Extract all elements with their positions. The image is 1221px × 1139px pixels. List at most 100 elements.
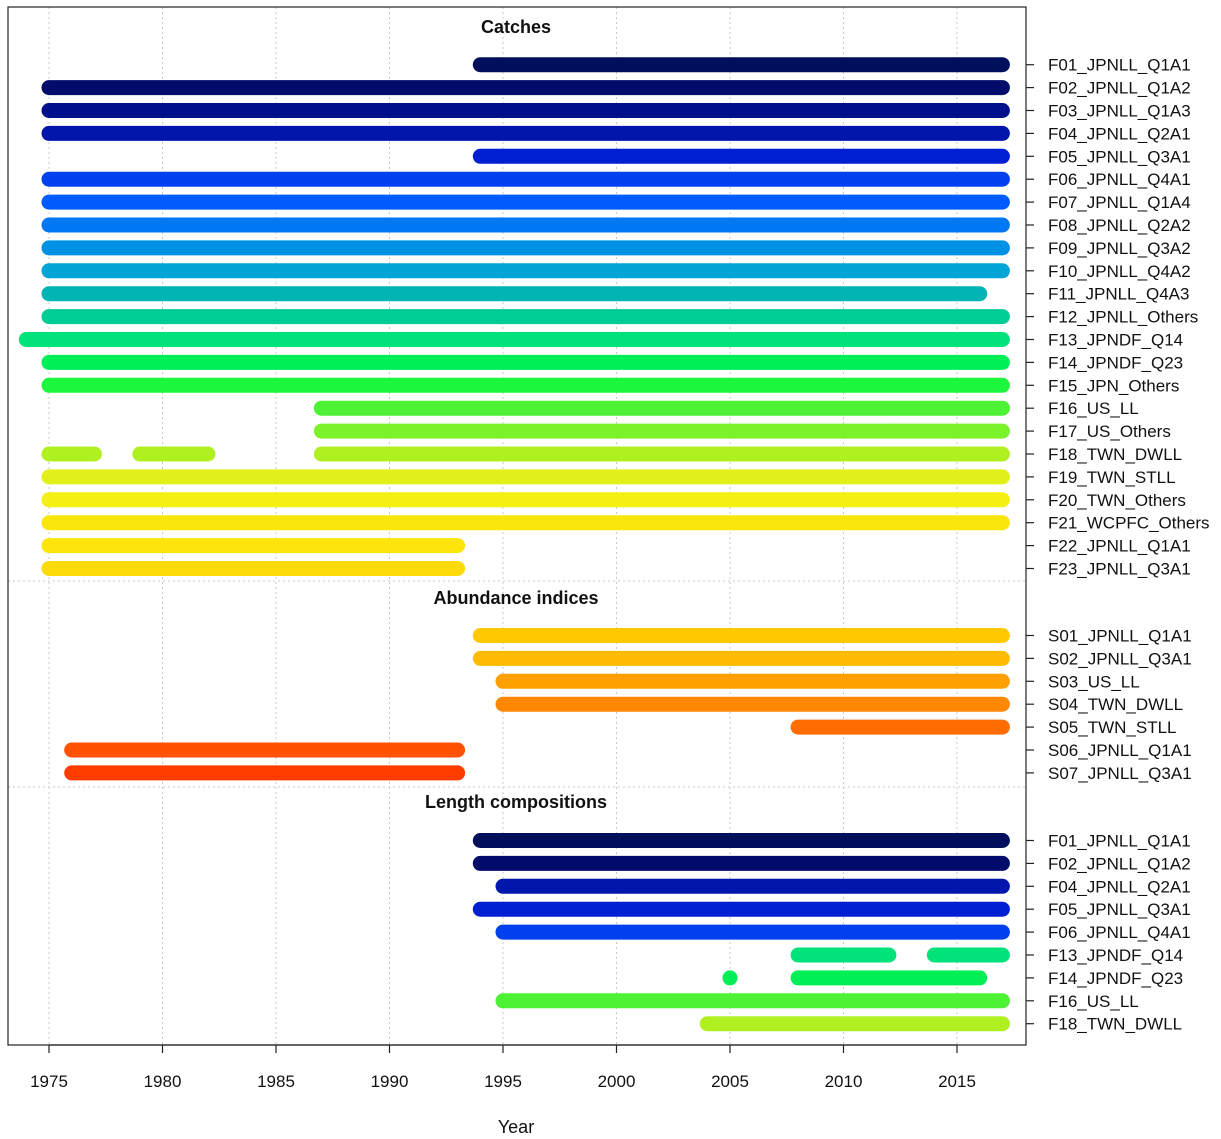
bar-segment-f18-twn-dwll-1 <box>41 446 102 462</box>
bar-segment-f04-jpnll-q2a1-1 <box>495 878 1010 894</box>
bar-segment-f18-twn-dwll-3 <box>313 446 1010 462</box>
row-label: F22_JPNLL_Q1A1 <box>1048 537 1191 556</box>
x-tick-label-1990: 1990 <box>371 1072 409 1091</box>
x-tick-label-2000: 2000 <box>598 1072 636 1091</box>
bar-segment-f03-jpnll-q1a3-1 <box>41 103 1010 118</box>
row-label: S06_JPNLL_Q1A1 <box>1048 741 1192 760</box>
row-label: F07_JPNLL_Q1A4 <box>1048 193 1191 212</box>
row-label: F16_US_LL <box>1048 992 1139 1011</box>
row-label: S05_TWN_STLL <box>1048 718 1177 737</box>
bar-segment-f02-jpnll-q1a2-1 <box>41 80 1010 96</box>
row-label: F23_JPNLL_Q3A1 <box>1048 560 1191 579</box>
bar-segment-f18-twn-dwll-2 <box>132 446 216 462</box>
row-label: S04_TWN_DWLL <box>1048 695 1183 714</box>
row-label: F18_TWN_DWLL <box>1048 1015 1182 1034</box>
row-label: F13_JPNDF_Q14 <box>1048 946 1183 965</box>
row-label: F09_JPNLL_Q3A2 <box>1048 239 1191 258</box>
bar-segment-s02-jpnll-q3a1-1 <box>472 650 1010 666</box>
bar-segment-f13-jpndf-q14-2 <box>926 947 1010 963</box>
bar-segment-f16-us-ll-1 <box>313 400 1010 416</box>
bar-segment-f17-us-others-1 <box>313 423 1010 439</box>
bar-segment-f01-jpnll-q1a1-1 <box>472 57 1010 73</box>
bar-segment-f05-jpnll-q3a1-1 <box>472 148 1010 164</box>
row-label: F15_JPN_Others <box>1048 376 1179 395</box>
bar-segment-f05-jpnll-q3a1-1 <box>472 901 1010 917</box>
row-labels: F01_JPNLL_Q1A1 F02_JPNLL_Q1A2 F03_JPNLL_Q1… <box>1026 56 1210 1034</box>
row-label: F11_JPNLL_Q4A3 <box>1048 285 1189 304</box>
grid-lines <box>48 7 958 1045</box>
bar-segment-f21-wcpfc-others-1 <box>41 515 1010 531</box>
row-label: F12_JPNLL_Others <box>1048 308 1198 327</box>
x-tick-label-1985: 1985 <box>257 1072 295 1091</box>
section-title-2: Abundance indices <box>433 588 598 608</box>
row-label: F18_TWN_DWLL <box>1048 445 1182 464</box>
bar-segment-f14-jpndf-q23-2 <box>790 970 988 986</box>
row-label: F05_JPNLL_Q3A1 <box>1048 147 1191 166</box>
row-label: F13_JPNDF_Q14 <box>1048 331 1183 350</box>
bar-segment-f14-jpndf-q23-1 <box>722 970 738 986</box>
bar-segment-f04-jpnll-q2a1-1 <box>41 125 1010 141</box>
row-label: F14_JPNDF_Q23 <box>1048 969 1183 988</box>
row-label: S03_US_LL <box>1048 672 1140 691</box>
row-label: F06_JPNLL_Q4A1 <box>1048 170 1191 189</box>
bar-segment-s04-twn-dwll-1 <box>495 696 1010 712</box>
x-tick-label-2005: 2005 <box>711 1072 749 1091</box>
bar-segment-f02-jpnll-q1a2-1 <box>472 855 1010 871</box>
bar-segment-f19-twn-stll-1 <box>41 469 1010 485</box>
bar-segment-f01-jpnll-q1a1-1 <box>472 833 1010 848</box>
section-titles: Catches Abundance indices Length compositi… <box>425 17 607 812</box>
row-label: F05_JPNLL_Q3A1 <box>1048 900 1191 919</box>
bar-segment-s06-jpnll-q1a1-1 <box>64 742 466 758</box>
section-title-3: Length compositions <box>425 792 607 812</box>
x-tick-label-1995: 1995 <box>484 1072 522 1091</box>
x-axis: 1975 1980 1985 1990 1995 2000 2005 2010 2015 <box>30 1044 976 1091</box>
row-label: F17_US_Others <box>1048 422 1171 441</box>
row-label: S01_JPNLL_Q1A1 <box>1048 627 1192 646</box>
section-title-1: Catches <box>481 17 551 37</box>
bar-segment-f15-jpn-others-1 <box>41 377 1010 393</box>
row-label: S02_JPNLL_Q3A1 <box>1048 649 1192 668</box>
bar-segment-s01-jpnll-q1a1-1 <box>472 628 1010 643</box>
bar-segments <box>18 57 1010 1032</box>
bar-segment-f10-jpnll-q4a2-1 <box>41 263 1010 279</box>
x-axis-title: Year <box>498 1117 534 1137</box>
row-label: F04_JPNLL_Q2A1 <box>1048 124 1191 143</box>
bar-segment-f07-jpnll-q1a4-1 <box>41 194 1010 210</box>
x-tick-label-1980: 1980 <box>144 1072 182 1091</box>
row-label: F04_JPNLL_Q2A1 <box>1048 877 1191 896</box>
row-label: F19_TWN_STLL <box>1048 468 1176 487</box>
bar-segment-f22-jpnll-q1a1-1 <box>41 538 466 554</box>
x-tick-label-2015: 2015 <box>938 1072 976 1091</box>
bar-segment-f11-jpnll-q4a3-1 <box>41 286 988 302</box>
row-label: F10_JPNLL_Q4A2 <box>1048 262 1191 281</box>
row-label: F03_JPNLL_Q1A3 <box>1048 102 1191 121</box>
bar-segment-f14-jpndf-q23-1 <box>41 354 1010 370</box>
bar-segment-s03-us-ll-1 <box>495 673 1010 689</box>
row-label: S07_JPNLL_Q3A1 <box>1048 764 1192 783</box>
x-tick-label-2010: 2010 <box>825 1072 863 1091</box>
bar-segment-f06-jpnll-q4a1-1 <box>495 924 1010 940</box>
bar-segment-f23-jpnll-q3a1-1 <box>41 561 466 576</box>
row-label: F14_JPNDF_Q23 <box>1048 353 1183 372</box>
row-label: F06_JPNLL_Q4A1 <box>1048 923 1191 942</box>
bar-segment-s05-twn-stll-1 <box>790 719 1010 735</box>
bar-segment-f13-jpndf-q14-1 <box>790 947 897 963</box>
row-label: F08_JPNLL_Q2A2 <box>1048 216 1191 235</box>
bar-segment-f13-jpndf-q14-1 <box>18 332 1010 347</box>
bar-segment-f16-us-ll-1 <box>495 993 1010 1009</box>
bar-segment-f18-twn-dwll-1 <box>699 1016 1010 1032</box>
row-label: F21_WCPFC_Others <box>1048 514 1210 533</box>
row-label: F20_TWN_Others <box>1048 491 1186 510</box>
bar-segment-s07-jpnll-q3a1-1 <box>64 765 466 781</box>
bar-segment-f20-twn-others-1 <box>41 492 1010 508</box>
row-label: F02_JPNLL_Q1A2 <box>1048 79 1191 98</box>
row-label: F02_JPNLL_Q1A2 <box>1048 854 1191 873</box>
row-label: F01_JPNLL_Q1A1 <box>1048 56 1191 75</box>
bar-segment-f08-jpnll-q2a2-1 <box>41 217 1010 233</box>
x-tick-label-1975: 1975 <box>30 1072 68 1091</box>
row-label: F16_US_LL <box>1048 399 1139 418</box>
bar-segment-f12-jpnll-others-1 <box>41 309 1010 325</box>
row-label: F01_JPNLL_Q1A1 <box>1048 832 1191 851</box>
bar-segment-f09-jpnll-q3a2-1 <box>41 240 1010 256</box>
